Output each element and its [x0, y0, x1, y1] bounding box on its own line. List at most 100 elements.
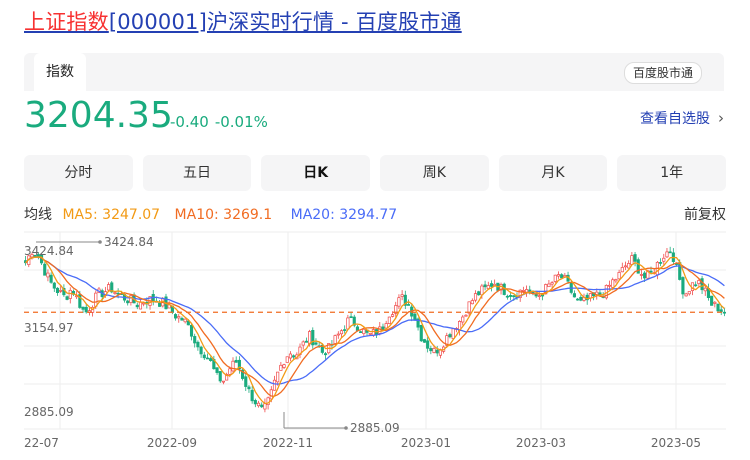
candle-body — [196, 341, 200, 348]
candle-body — [260, 404, 264, 408]
ma20-value: MA20: 3294.77 — [290, 207, 398, 223]
ma10-value: MA10: 3269.1 — [174, 207, 273, 223]
candle — [52, 281, 56, 292]
candle-body — [684, 293, 688, 297]
kline-chart[interactable]: 3424.84 2885.09 3424.84 3154.97 2885.09 2… — [0, 224, 750, 460]
candle — [448, 332, 452, 339]
candle — [394, 301, 398, 318]
candle — [429, 345, 433, 355]
candle — [713, 300, 717, 308]
candle-body — [43, 263, 47, 276]
candle-body — [193, 336, 197, 344]
tab-intraday[interactable]: 分时 — [24, 155, 133, 191]
candle — [158, 299, 162, 307]
adjust-mode-button[interactable]: 前复权 — [684, 207, 726, 223]
candle-body — [247, 386, 251, 390]
ma5-value: MA5: 3247.07 — [62, 207, 161, 223]
candle-body — [272, 379, 277, 391]
candle-body — [416, 318, 420, 328]
title-rest: [000001]沪深实时行情 - 百度股市通 — [108, 10, 462, 34]
candle — [196, 340, 200, 351]
candle-body — [384, 323, 388, 329]
candle-body — [116, 292, 120, 295]
candle-body — [308, 331, 312, 345]
candle-body — [477, 291, 481, 296]
tab-daily-k[interactable]: 日K — [261, 155, 371, 191]
candle-body — [636, 259, 640, 274]
tab-index[interactable]: 指数 — [34, 53, 86, 91]
candle — [314, 338, 318, 346]
candle — [311, 327, 315, 349]
candle-body — [65, 296, 69, 300]
tab-one-year[interactable]: 1年 — [617, 155, 727, 191]
candle — [343, 325, 347, 334]
x-tick-label: 2022-11 — [263, 436, 313, 450]
candle-body — [614, 279, 618, 282]
candle — [106, 282, 111, 291]
candle — [209, 356, 213, 362]
max-leader-dot — [98, 240, 102, 244]
candle — [46, 269, 50, 282]
candle-body — [403, 294, 407, 306]
candle-body — [544, 284, 548, 295]
candle-body — [183, 318, 187, 323]
candle — [68, 287, 72, 304]
min-price-label: 2885.09 — [350, 421, 400, 435]
tab-five-day[interactable]: 五日 — [142, 155, 252, 191]
candle-body — [643, 272, 647, 279]
candle — [199, 345, 203, 358]
candle — [687, 291, 691, 296]
watchlist-link[interactable]: 查看自选股 › — [640, 108, 724, 128]
chevron-right-icon: › — [718, 109, 724, 127]
candle — [422, 338, 427, 343]
candle-body — [234, 359, 238, 363]
candle-body — [607, 284, 612, 287]
candle — [467, 301, 471, 318]
candle-body — [49, 274, 53, 283]
candle — [263, 398, 267, 413]
candle-body — [483, 284, 487, 288]
x-tick-label: 22-07 — [24, 436, 59, 450]
candle-body — [694, 284, 698, 287]
candle-body — [343, 329, 347, 331]
page-title-link[interactable]: 上证指数[000001]沪深实时行情 - 百度股市通 — [24, 6, 462, 36]
candle-body — [237, 359, 241, 370]
candle-body — [448, 334, 452, 338]
candle-body — [199, 346, 203, 355]
candle-body — [525, 289, 529, 293]
watchlist-label: 查看自选股 — [640, 111, 710, 127]
candle — [416, 317, 420, 331]
candle-body — [228, 368, 232, 375]
candle — [706, 283, 711, 301]
candle-body — [59, 290, 63, 292]
candle-body — [579, 296, 583, 301]
candle-body — [461, 316, 465, 323]
candle-body — [710, 295, 714, 306]
candle — [579, 295, 583, 302]
candle-body — [470, 300, 474, 305]
candle-body — [703, 287, 707, 292]
candle-body — [630, 255, 634, 265]
candle — [221, 380, 225, 385]
tab-monthly-k[interactable]: 月K — [498, 155, 608, 191]
candle-body — [620, 267, 624, 273]
tab-weekly-k[interactable]: 周K — [380, 155, 489, 191]
candle-body — [668, 251, 672, 254]
brand-badge[interactable]: 百度股市通 — [623, 62, 702, 84]
candle — [174, 313, 178, 321]
candle — [336, 331, 340, 339]
candle-body — [84, 306, 88, 313]
candle — [304, 337, 308, 343]
x-tick-label: 2022-09 — [147, 436, 197, 450]
candle — [659, 258, 663, 267]
candle-body — [662, 257, 666, 262]
candle-body — [205, 357, 210, 360]
candle-body — [68, 289, 72, 299]
price-change: -0.40 -0.01% — [170, 113, 274, 131]
candle-body — [467, 301, 471, 314]
candle-body — [336, 333, 340, 336]
candle-body — [400, 294, 404, 297]
candle — [164, 293, 168, 310]
candle-body — [304, 340, 308, 343]
candle — [703, 285, 707, 296]
